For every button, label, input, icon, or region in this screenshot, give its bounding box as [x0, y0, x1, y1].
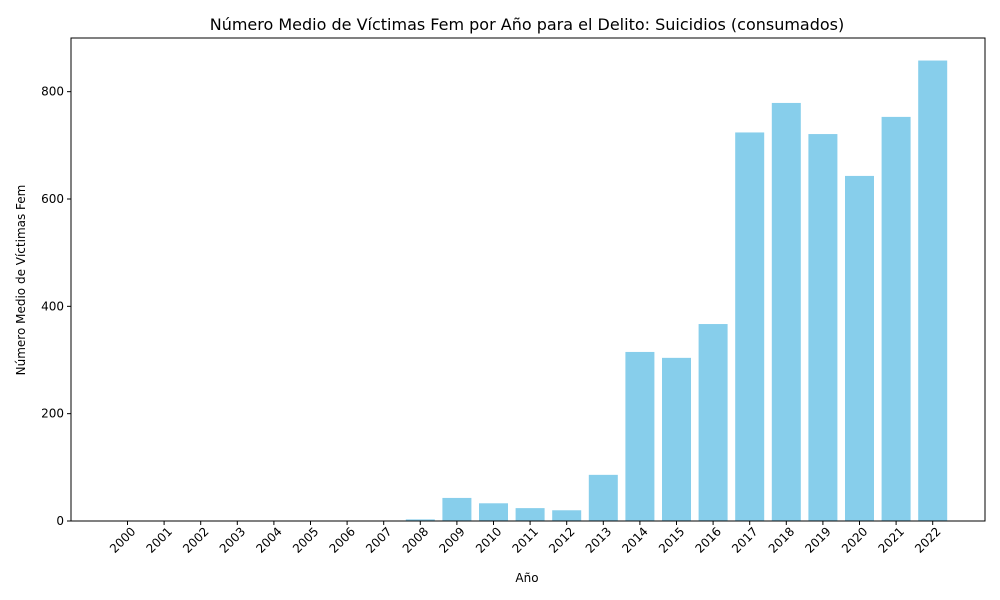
x-tick-label: 2012	[546, 524, 577, 555]
chart-title: Número Medio de Víctimas Fem por Año par…	[210, 15, 845, 34]
x-tick-label: 2000	[107, 524, 138, 555]
bar-2018	[771, 102, 801, 521]
x-ticks-layer: 2000 2001 2002 2003 2004 2005 2006 2007 2008 2009…	[107, 521, 944, 556]
x-tick-label: 2009	[436, 524, 467, 555]
x-tick-label: 2020	[839, 524, 870, 555]
x-tick-label: 2006	[327, 524, 358, 555]
y-tick-label: 400	[41, 299, 64, 313]
bar-2021	[881, 116, 911, 521]
x-tick-label: 2015	[656, 524, 687, 555]
bar-2019	[808, 134, 838, 521]
y-tick-label: 200	[41, 407, 64, 421]
bar-2015	[662, 357, 691, 521]
bar-2013	[588, 474, 618, 521]
bar-2009	[442, 497, 472, 521]
x-tick-label: 2004	[253, 524, 284, 555]
bar-2017	[735, 132, 765, 521]
y-tick-label: 0	[56, 514, 64, 528]
plot-frame	[70, 37, 986, 522]
bar-2011	[515, 508, 545, 521]
x-tick-label: 2008	[400, 524, 431, 555]
bars-layer	[405, 60, 948, 522]
bar-2010	[479, 503, 508, 521]
x-tick-label: 2022	[912, 524, 943, 555]
bar-2016	[698, 324, 728, 521]
x-tick-label: 2013	[583, 524, 614, 555]
x-tick-label: 2019	[802, 524, 833, 555]
y-tick-label: 800	[41, 85, 64, 99]
bar-2008	[405, 519, 435, 521]
x-tick-label: 2003	[217, 524, 248, 555]
y-tick-label: 600	[41, 192, 64, 206]
x-tick-label: 2021	[876, 524, 907, 555]
bar-2022	[918, 60, 948, 521]
y-axis-label: Número Medio de Víctimas Fem	[14, 185, 28, 376]
x-tick-label: 2001	[144, 524, 175, 555]
x-tick-label: 2010	[473, 524, 504, 555]
y-ticks-layer: 0 200 400 600 800	[41, 85, 71, 528]
x-axis-label: Año	[515, 571, 538, 585]
x-tick-label: 2007	[363, 524, 394, 555]
bar-2012	[552, 510, 582, 521]
x-tick-label: 2014	[619, 524, 650, 555]
x-tick-label: 2005	[290, 524, 321, 555]
bar-2020	[845, 175, 874, 522]
bar-2014	[625, 351, 655, 521]
x-tick-label: 2017	[729, 524, 760, 555]
x-tick-label: 2002	[180, 524, 211, 555]
x-tick-label: 2011	[510, 524, 541, 555]
x-tick-label: 2018	[766, 524, 797, 555]
x-tick-label: 2016	[693, 524, 724, 555]
